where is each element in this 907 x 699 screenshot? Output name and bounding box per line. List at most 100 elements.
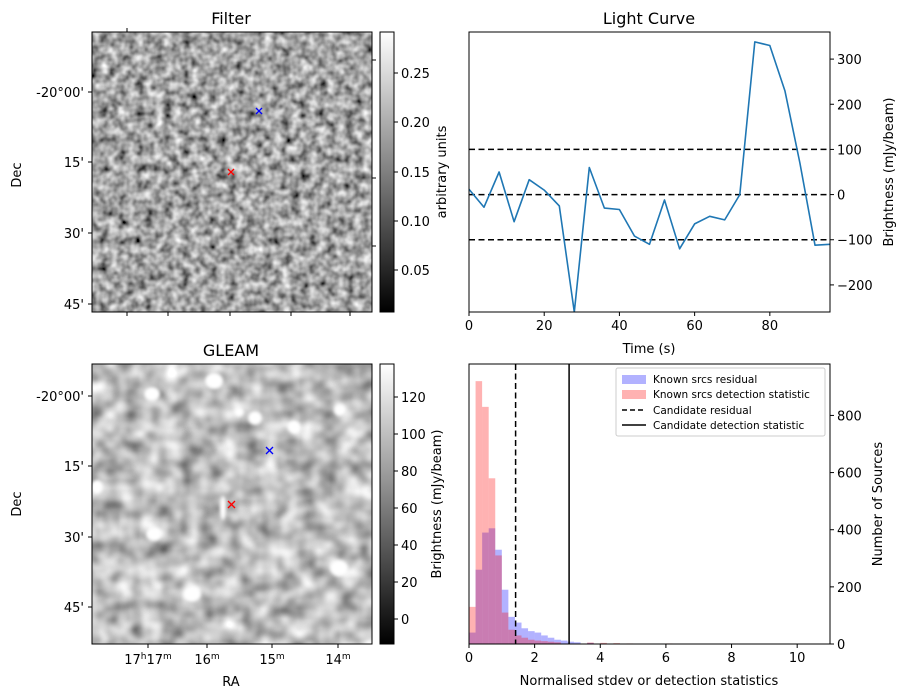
filter-title: Filter xyxy=(211,9,251,28)
gleam-xtick-label: 17h17m xyxy=(124,652,172,668)
gleam-image xyxy=(92,364,372,644)
histogram-xtick-label: 10 xyxy=(789,651,806,666)
lightcurve-frame xyxy=(468,31,831,313)
gleam-colorbar xyxy=(379,363,395,645)
histogram-bar xyxy=(587,642,594,644)
histogram-bar xyxy=(495,549,502,644)
histogram-bar xyxy=(501,589,509,644)
filter-ylabel: Dec xyxy=(10,162,25,187)
histogram-bar xyxy=(547,637,555,644)
legend-label: Candidate detection statistic xyxy=(653,420,805,432)
lightcurve-threshold-lines xyxy=(469,148,830,241)
histogram-candidate-lines xyxy=(514,364,570,644)
histogram-bar xyxy=(554,642,561,644)
histogram-bar xyxy=(528,639,535,644)
legend-swatch-detection xyxy=(622,390,646,399)
histogram-yticks: 0 200 400 600 800 xyxy=(830,409,862,653)
histogram-bar xyxy=(475,569,483,644)
histogram-legend: Known srcs residual Known srcs detection… xyxy=(615,367,826,437)
gleam-xticks xyxy=(147,644,339,648)
gleam-panel: GLEAM xyxy=(10,341,445,690)
histogram-ytick-label: 400 xyxy=(837,524,862,539)
filter-colorbar-ticks xyxy=(394,72,398,271)
histogram-bar xyxy=(528,631,535,644)
gleam-ytick-label: 15' xyxy=(64,460,84,475)
histogram-bar xyxy=(534,640,542,644)
filter-xticks xyxy=(126,28,376,316)
histogram-ytick-label: 600 xyxy=(837,467,862,482)
histogram-bar xyxy=(514,622,522,644)
histogram-bar xyxy=(560,640,568,644)
gleam-xtick-label: 15m xyxy=(259,652,284,668)
filter-yticks xyxy=(88,91,92,305)
histogram-xtick-label: 0 xyxy=(465,651,473,666)
lightcurve-ylabel: Brightness (mJy/beam) xyxy=(882,98,897,247)
filter-colorbar-tick-label: 0.15 xyxy=(401,166,430,181)
gleam-sources xyxy=(92,373,348,602)
histogram-bar xyxy=(554,639,561,644)
histogram-bar xyxy=(514,635,522,644)
legend-label: Candidate residual xyxy=(653,405,752,417)
gleam-colorbar-tick-label: 40 xyxy=(401,539,418,554)
filter-frame xyxy=(91,31,373,313)
gleam-marker-blue xyxy=(265,446,274,455)
lightcurve-yticks: −200 −100 0 100 200 300 xyxy=(830,53,873,294)
lightcurve-ytick-label: 100 xyxy=(837,143,862,158)
lightcurve-ytick-label: −100 xyxy=(837,234,873,249)
histogram-xlabel: Normalised stdev or detection statistics xyxy=(520,674,779,689)
filter-ytick-label: -20°00' xyxy=(36,86,84,101)
filter-colorbar xyxy=(379,31,395,313)
histogram-bar xyxy=(567,641,575,644)
legend-label: Known srcs residual xyxy=(653,374,757,386)
gleam-colorbar-tick-label: 120 xyxy=(401,391,426,406)
histogram-ytick-label: 0 xyxy=(837,638,845,653)
histogram-bar xyxy=(508,616,515,644)
histogram-xtick-label: 6 xyxy=(662,651,670,666)
filter-image xyxy=(92,32,372,312)
lightcurve-xtick-label: 80 xyxy=(762,319,779,334)
histogram-bar xyxy=(475,381,483,644)
filter-marker-blue xyxy=(255,107,263,115)
filter-colorbar-tick-label: 0.05 xyxy=(401,264,430,279)
lightcurve-ytick-label: 200 xyxy=(837,98,862,113)
histogram-frame xyxy=(468,363,831,645)
histogram-bar xyxy=(482,532,489,644)
histogram-ylabel: Number of Sources xyxy=(871,442,886,567)
gleam-ylabel: Dec xyxy=(10,491,25,516)
filter-colorbar-tick-label: 0.10 xyxy=(401,215,430,230)
filter-marker-red xyxy=(227,168,235,176)
filter-ytick-label: 15' xyxy=(64,156,84,171)
histogram-bar xyxy=(587,642,594,644)
gleam-xtick-label: 16m xyxy=(194,652,219,668)
lightcurve-title: Light Curve xyxy=(603,9,695,28)
gleam-marker-red xyxy=(227,500,236,509)
filter-colorbar-tick-label: 0.20 xyxy=(401,116,430,131)
histogram-ytick-label: 200 xyxy=(837,581,862,596)
filter-ytick-label: 30' xyxy=(64,227,84,242)
histogram-bar xyxy=(488,528,496,644)
histogram-bar xyxy=(541,635,548,644)
lightcurve-xlabel: Time (s) xyxy=(622,342,676,357)
histogram-bars xyxy=(469,381,673,644)
histogram-bar xyxy=(521,628,529,644)
gleam-colorbar-ticks xyxy=(394,396,398,620)
gleam-xtick-label: 14m xyxy=(325,652,350,668)
filter-colorbar-label: arbitrary units xyxy=(435,125,450,218)
lightcurve-panel: Light Curve 0 20 40 60 80 −200 −100 0 100 200 300… xyxy=(465,9,897,357)
gleam-xlabel: RA xyxy=(222,675,240,690)
gleam-ytick-label: 45' xyxy=(64,601,84,616)
lightcurve-ytick-label: −200 xyxy=(837,279,873,294)
histogram-xtick-label: 2 xyxy=(530,651,538,666)
histogram-bar xyxy=(469,632,476,644)
lightcurve-xtick-label: 40 xyxy=(611,319,628,334)
gleam-colorbar-label: Brightness (mJy/beam) xyxy=(430,430,445,579)
gleam-colorbar-tick-label: 80 xyxy=(401,465,418,480)
histogram-bar xyxy=(495,555,502,644)
legend-label: Known srcs detection statistic xyxy=(653,389,810,401)
legend-swatch-residual xyxy=(622,375,646,384)
gleam-ytick-label: -20°00' xyxy=(36,390,84,405)
histogram-bar xyxy=(521,637,529,644)
gleam-frame xyxy=(91,363,373,645)
filter-colorbar-tick-label: 0.25 xyxy=(401,67,430,82)
